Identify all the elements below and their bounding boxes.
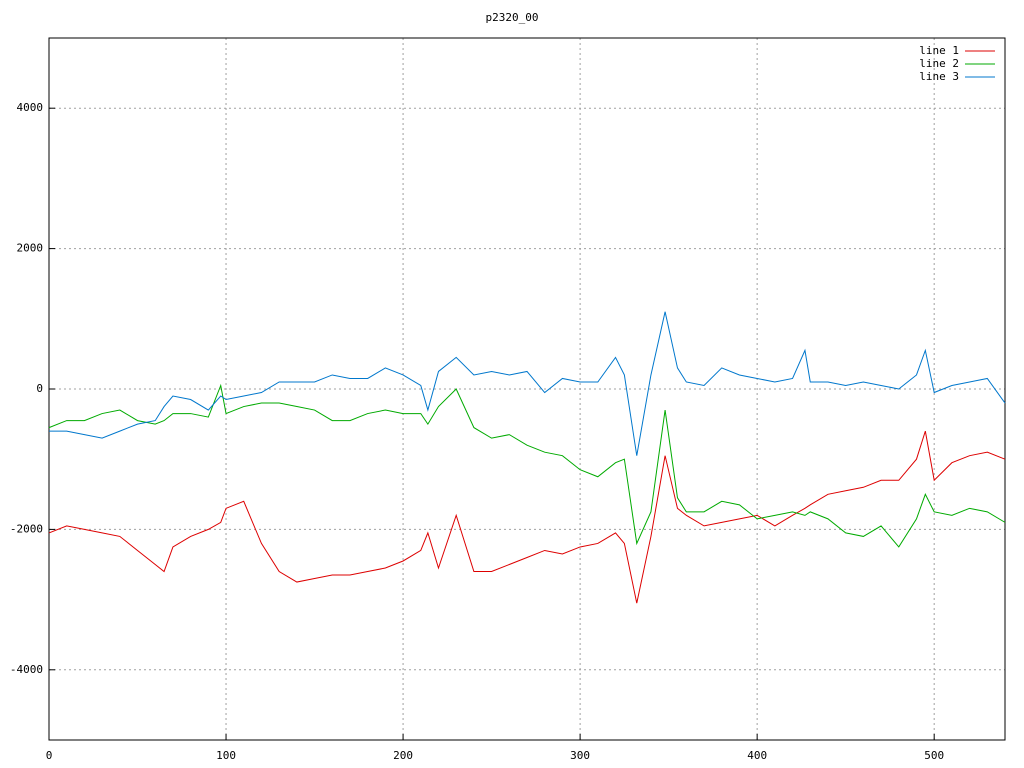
series-line xyxy=(48,383,1006,548)
y-tick-label: 4000 xyxy=(17,101,44,114)
y-tick-label: 0 xyxy=(36,382,43,395)
chart-title: p2320_00 xyxy=(486,11,539,24)
y-tick-label: -4000 xyxy=(10,663,43,676)
x-tick-label: 300 xyxy=(570,749,590,762)
series-line xyxy=(48,430,1006,604)
y-tick-label: 2000 xyxy=(17,242,44,255)
legend-label: line 1 xyxy=(919,44,959,57)
x-tick-label: 200 xyxy=(393,749,413,762)
y-tick-label: -2000 xyxy=(10,522,43,535)
series-line xyxy=(49,311,1006,456)
x-tick-label: 100 xyxy=(216,749,236,762)
x-tick-label: 500 xyxy=(924,749,944,762)
plot-border xyxy=(48,37,1006,741)
legend-label: line 3 xyxy=(919,70,959,83)
legend-label: line 2 xyxy=(919,57,959,70)
x-tick-label: 400 xyxy=(747,749,767,762)
x-tick-label: 0 xyxy=(46,749,53,762)
